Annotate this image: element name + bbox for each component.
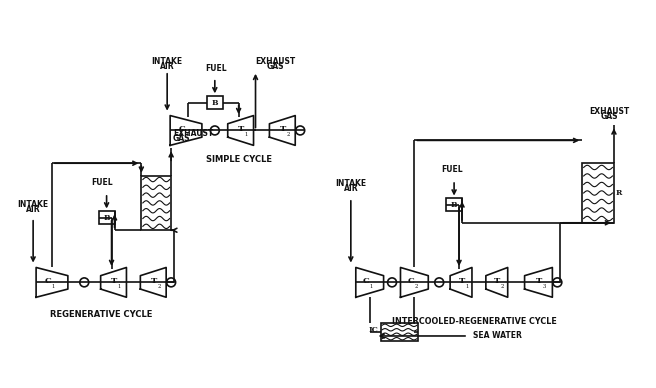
Bar (582, 163, 614, 223)
Text: FUEL: FUEL (441, 165, 463, 174)
Text: T: T (238, 125, 245, 133)
Bar (207, 96, 223, 109)
Text: SEA WATER: SEA WATER (473, 331, 522, 341)
Text: 2: 2 (287, 132, 290, 137)
Text: 2: 2 (157, 284, 161, 289)
Text: AIR: AIR (344, 184, 358, 193)
Text: GAS: GAS (173, 134, 191, 143)
Text: FUEL: FUEL (205, 64, 226, 73)
Bar (141, 176, 171, 230)
Text: B: B (451, 201, 457, 209)
Text: 1: 1 (51, 284, 55, 289)
Text: EXHAUST: EXHAUST (173, 130, 213, 139)
Text: T: T (459, 277, 464, 285)
Text: GAS: GAS (266, 62, 284, 71)
Text: T: T (151, 277, 157, 285)
Text: 1: 1 (370, 284, 373, 289)
Text: 1: 1 (465, 284, 468, 289)
Text: B: B (212, 99, 218, 107)
Text: 1: 1 (245, 132, 248, 137)
Text: GAS: GAS (600, 111, 618, 121)
Text: C: C (363, 277, 369, 285)
Text: IC: IC (369, 326, 379, 334)
Bar (380, 323, 419, 341)
Text: EXHAUST: EXHAUST (589, 107, 629, 116)
Text: INTAKE: INTAKE (18, 200, 49, 209)
Text: INTAKE: INTAKE (335, 179, 367, 188)
Text: AIR: AIR (160, 62, 174, 71)
Bar (446, 199, 462, 211)
Text: 1: 1 (117, 284, 121, 289)
Text: INTERCOOLED-REGENERATIVE CYCLE: INTERCOOLED-REGENERATIVE CYCLE (392, 317, 556, 326)
Text: T: T (111, 277, 117, 285)
Text: 2: 2 (501, 284, 504, 289)
Text: 3: 3 (543, 284, 546, 289)
Text: AIR: AIR (26, 205, 41, 214)
Text: SIMPLE CYCLE: SIMPLE CYCLE (206, 155, 272, 164)
Text: REGENERATIVE CYCLE: REGENERATIVE CYCLE (51, 310, 153, 319)
Text: T: T (280, 125, 286, 133)
Text: INTAKE: INTAKE (152, 57, 183, 66)
Text: T: T (494, 277, 501, 285)
Text: B: B (104, 214, 110, 222)
Text: FUEL: FUEL (91, 178, 112, 187)
Text: T: T (536, 277, 543, 285)
Text: R: R (616, 189, 623, 197)
Text: C: C (178, 125, 186, 133)
Text: C: C (407, 277, 415, 285)
Text: 2: 2 (415, 284, 418, 289)
Text: C: C (45, 277, 51, 285)
Text: EXHAUST: EXHAUST (255, 57, 295, 66)
Text: 1: 1 (186, 132, 189, 137)
Bar (98, 211, 115, 224)
